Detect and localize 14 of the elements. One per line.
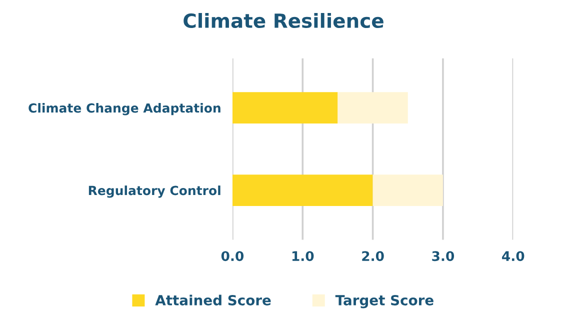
bar — [338, 92, 408, 124]
bar — [372, 174, 443, 206]
legend-label: Target Score — [335, 294, 434, 308]
y-tick-label: Regulatory Control — [88, 186, 220, 198]
legend-label: Attained Score — [155, 294, 271, 306]
x-tick-label: 1.0 — [292, 251, 314, 262]
y-tick-label: Climate Change Adaptation — [28, 103, 220, 116]
chart-title: Climate Resilience — [184, 12, 384, 28]
x-tick-label: 3.0 — [432, 251, 454, 262]
x-tick-label: 4.0 — [502, 251, 524, 262]
bar — [232, 174, 373, 206]
x-tick-label: 0.0 — [221, 251, 244, 262]
bar — [232, 92, 338, 124]
x-tick-label: 2.0 — [362, 251, 384, 262]
